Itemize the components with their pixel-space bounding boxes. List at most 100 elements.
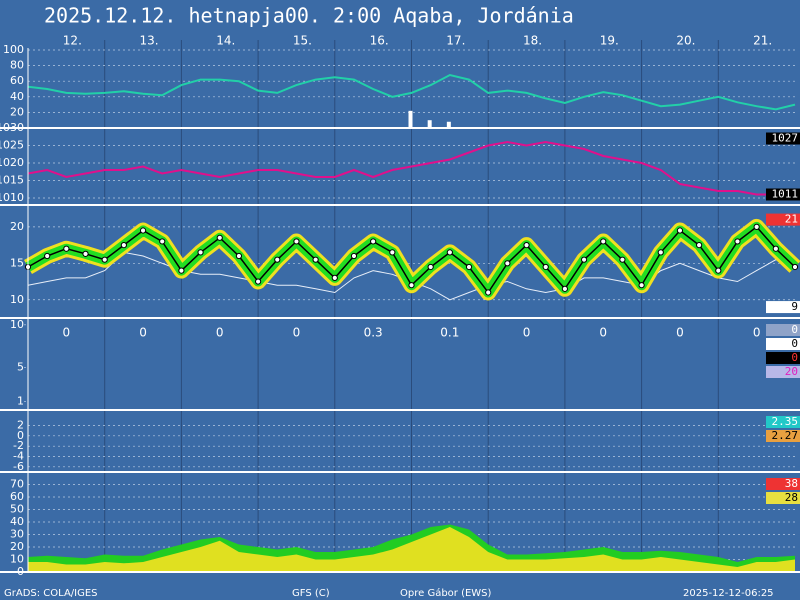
- series-area: [28, 527, 795, 572]
- y-tick-label: 40: [10, 515, 24, 528]
- temp-point: [446, 249, 453, 256]
- y-tick-label: -4: [13, 450, 24, 463]
- y-tick-label: 20: [10, 540, 24, 553]
- day-label: 19.: [600, 34, 619, 48]
- temp-point: [159, 238, 166, 245]
- y-tick-label: -2: [13, 439, 24, 452]
- bar: [446, 121, 451, 128]
- value-tag-box: [766, 213, 800, 226]
- y-tick-label: 40: [10, 90, 24, 103]
- temp-point: [657, 249, 664, 256]
- value-tag: 21: [785, 213, 798, 226]
- daily-total: 0: [139, 326, 147, 340]
- temp-point: [638, 282, 645, 289]
- temp-point: [676, 227, 684, 234]
- temp-point: [331, 274, 338, 282]
- day-label: 18.: [523, 34, 542, 48]
- y-tick-label: 10: [10, 293, 24, 306]
- temp-point: [350, 252, 358, 260]
- value-tag-box: [766, 338, 800, 350]
- value-tag: 1027: [772, 132, 799, 145]
- temp-point: [178, 267, 185, 274]
- temp-point: [523, 241, 530, 249]
- y-tick-label: 100: [3, 43, 24, 56]
- temp-point: [139, 227, 147, 234]
- temp-point: [600, 238, 607, 245]
- value-tag: 0: [791, 323, 798, 336]
- value-tag-box: [766, 366, 800, 378]
- value-tag-box: [766, 478, 800, 490]
- day-label: 21.: [753, 34, 772, 48]
- y-tick-label: 0: [17, 429, 24, 442]
- value-tag-box: [766, 492, 800, 504]
- title: 2025.12.12. hetnapja00. 2:00 Aqaba, Jord…: [44, 4, 574, 28]
- value-tag: 28: [785, 491, 798, 504]
- temp-point: [101, 256, 108, 263]
- value-tag-box: [766, 132, 800, 145]
- value-tag: 9: [791, 300, 798, 313]
- value-tag: 1011: [772, 188, 799, 201]
- temp-point: [255, 278, 262, 285]
- y-tick-label: -6: [13, 460, 24, 473]
- footer-text: Opre Gábor (EWS): [400, 587, 492, 599]
- daily-total: 0: [216, 326, 224, 340]
- temp-point: [504, 260, 511, 267]
- value-tag-box: [766, 430, 800, 442]
- value-tag: 2.27: [772, 429, 799, 442]
- value-tag: 0: [791, 351, 798, 364]
- temp-point: [216, 234, 223, 241]
- value-tag-box: [766, 352, 800, 364]
- bar: [427, 120, 432, 128]
- y-tick-label: 10: [10, 318, 24, 331]
- temp-point: [465, 263, 473, 271]
- y-tick-label: 80: [10, 59, 24, 72]
- day-label: 13.: [140, 34, 159, 48]
- temp-point: [120, 241, 127, 249]
- temp-point: [696, 241, 703, 249]
- y-tick-label: 70: [10, 478, 24, 491]
- temp-point: [408, 282, 415, 289]
- daily-total: 0: [523, 326, 531, 340]
- temp-point: [619, 256, 626, 263]
- y-tick-label: 5: [17, 360, 24, 373]
- y-tick-label: 20: [10, 220, 24, 233]
- value-tag: 38: [785, 477, 798, 490]
- temp-point: [427, 263, 434, 271]
- y-tick-label: 2: [17, 419, 24, 432]
- value-tag: 2.35: [772, 415, 799, 428]
- value-tag-box: [766, 416, 800, 428]
- y-tick-label: 1: [17, 394, 24, 407]
- temp-point: [715, 267, 722, 274]
- footer-text: 2025-12-12-06:25: [683, 588, 774, 599]
- y-tick-label: 30: [10, 528, 24, 541]
- day-label: 12.: [63, 34, 82, 48]
- day-label: 17.: [446, 34, 465, 48]
- temp-point: [772, 245, 779, 252]
- value-tag-box: [766, 188, 800, 201]
- temp-point: [542, 263, 549, 271]
- temp-point: [293, 238, 300, 245]
- daily-total: 0: [753, 326, 761, 340]
- temp-point: [312, 256, 319, 263]
- y-tick-label: 60: [10, 74, 24, 87]
- temp-point: [235, 252, 243, 260]
- y-tick-label: 15: [10, 256, 24, 269]
- day-label: 16.: [370, 34, 389, 48]
- temp-point: [734, 238, 741, 245]
- y-tick-label: 60: [10, 490, 24, 503]
- daily-total: 0.1: [440, 326, 459, 340]
- daily-total: 0.3: [364, 326, 383, 340]
- value-tag-box: [766, 324, 800, 336]
- day-label: 20.: [676, 34, 695, 48]
- footer-text: GFS (C): [292, 588, 330, 599]
- temp-point: [44, 252, 51, 260]
- footer-text: GrADS: COLA/IGES: [4, 588, 98, 599]
- temp-point: [561, 285, 569, 292]
- daily-total: 0: [63, 326, 71, 340]
- temp-point: [370, 238, 377, 245]
- daily-total: 0: [676, 326, 684, 340]
- temp-point: [485, 289, 492, 296]
- series-line: [27, 73, 796, 111]
- series-line: [27, 140, 795, 196]
